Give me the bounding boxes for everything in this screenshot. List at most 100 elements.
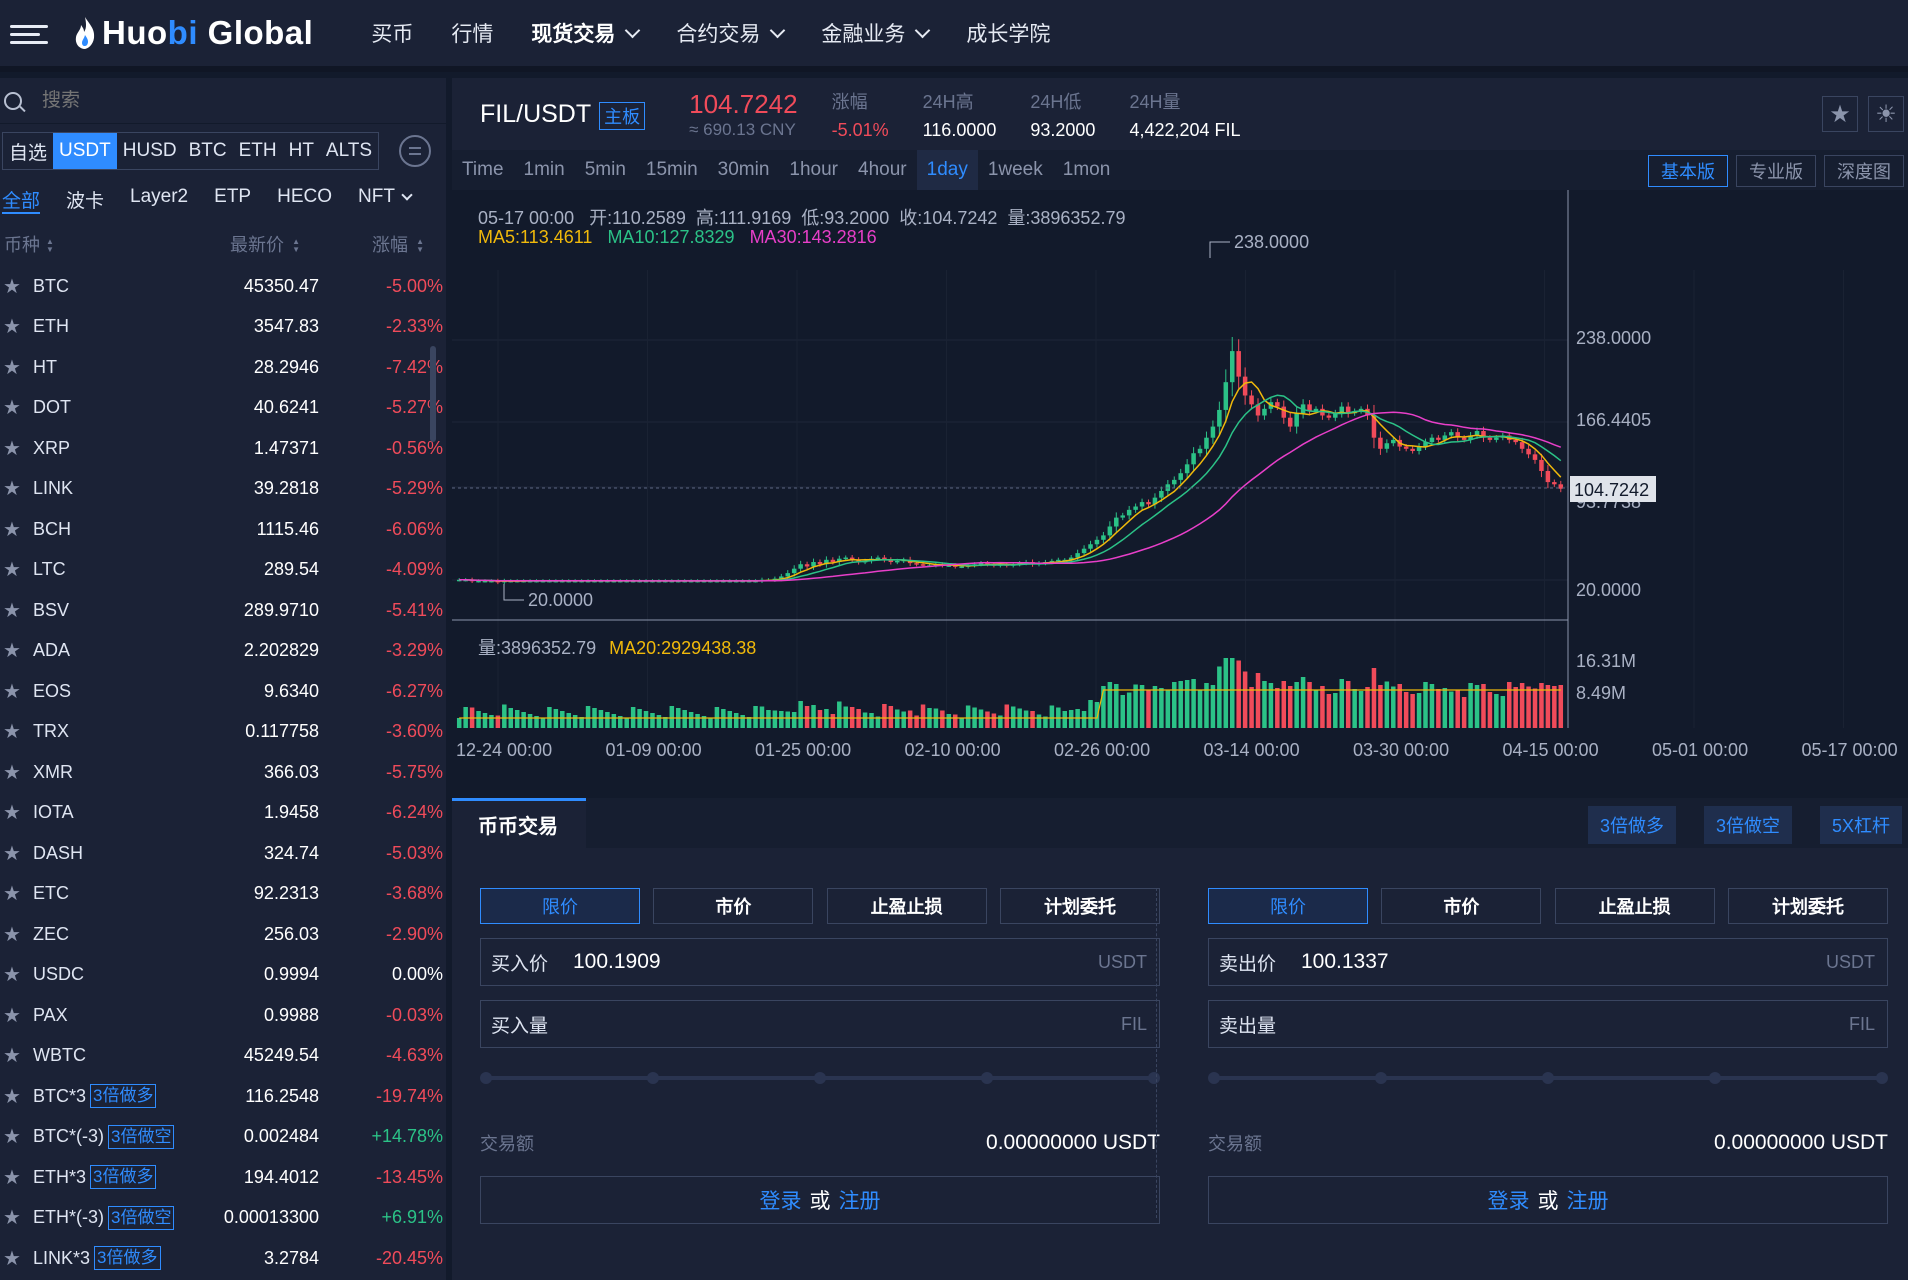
view-button[interactable]: 深度图 (1824, 155, 1904, 187)
sell-amount-field[interactable]: 卖出量 FIL (1208, 1000, 1888, 1048)
list-scrollbar[interactable] (430, 346, 436, 442)
order-type-button[interactable]: 市价 (1381, 888, 1542, 924)
order-type-button[interactable]: 计划委托 (999, 888, 1160, 924)
slider-stop[interactable] (1208, 1072, 1220, 1084)
favorite-star-icon[interactable]: ★ (3, 964, 21, 987)
slider-stop[interactable] (647, 1072, 659, 1084)
period-tab[interactable]: 1day (916, 150, 978, 190)
market-row[interactable]: ★ PAX 0.9988 -0.03% (0, 995, 446, 1036)
market-row[interactable]: ★ XMR 366.03 -5.75% (0, 752, 446, 793)
nav-item[interactable]: 行情 (451, 18, 493, 48)
market-row[interactable]: ★ BCH 1115.46 -6.06% (0, 509, 446, 550)
sell-amount-input[interactable] (1301, 1012, 1721, 1036)
favorite-star-icon[interactable]: ★ (3, 518, 21, 541)
period-tab[interactable]: 30min (717, 159, 770, 180)
slider-stop[interactable] (1542, 1072, 1554, 1084)
order-type-button[interactable]: 限价 (480, 888, 640, 924)
order-type-button[interactable]: 限价 (1208, 888, 1368, 924)
favorite-star-icon[interactable]: ★ (3, 923, 21, 946)
favorite-star-icon[interactable]: ★ (3, 356, 21, 379)
market-row[interactable]: ★ BSV 289.9710 -5.41% (0, 590, 446, 631)
login-link[interactable]: 登录 (1487, 1190, 1530, 1213)
kline-chart[interactable]: 238.0000166.440593.773820.000016.31M8.49… (452, 190, 1908, 790)
pair-name[interactable]: FIL/USDT (480, 99, 592, 128)
nav-item[interactable]: 合约交易 (676, 18, 786, 48)
favorite-star-icon[interactable]: ★ (3, 316, 21, 339)
market-row[interactable]: ★ BTC 45350.47 -5.00% (0, 266, 446, 307)
favorite-star-icon[interactable]: ★ (3, 1085, 21, 1108)
market-row[interactable]: ★ EOS 9.6340 -6.27% (0, 671, 446, 712)
market-row[interactable]: ★ LINK*3 3倍做多 3.2784 -20.45% (0, 1238, 446, 1279)
market-row[interactable]: ★ LINK 39.2818 -5.29% (0, 469, 446, 510)
theme-sun-icon[interactable]: ☀ (1868, 96, 1904, 132)
market-row[interactable]: ★ ETC 92.2313 -3.68% (0, 874, 446, 915)
buy-price-input[interactable] (573, 950, 993, 974)
sort-price[interactable]: 最新价 (190, 231, 300, 257)
sell-price-input[interactable] (1301, 950, 1721, 974)
slider-stop[interactable] (480, 1072, 492, 1084)
sell-price-field[interactable]: 卖出价 USDT (1208, 938, 1888, 986)
period-tab[interactable]: Time (462, 159, 504, 180)
favorite-star-icon[interactable]: ★ (3, 640, 21, 663)
nav-item[interactable]: 成长学院 (966, 18, 1050, 48)
favorite-star-icon[interactable]: ★ (3, 842, 21, 865)
sell-amount-slider[interactable] (1208, 1068, 1888, 1088)
nav-item[interactable]: 金融业务 (821, 18, 931, 48)
buy-price-field[interactable]: 买入价 USDT (480, 938, 1160, 986)
nav-item[interactable]: 买币 (371, 18, 413, 48)
order-type-button[interactable]: 市价 (653, 888, 814, 924)
slider-stop[interactable] (814, 1072, 826, 1084)
category-tab[interactable]: 波卡 (66, 186, 104, 222)
market-row[interactable]: ★ USDC 0.9994 0.00% (0, 955, 446, 996)
buy-amount-field[interactable]: 买入量 FIL (480, 1000, 1160, 1048)
favorite-star-icon[interactable]: ★ (3, 1166, 21, 1189)
category-tab[interactable]: 全部 (2, 186, 41, 214)
view-button[interactable]: 基本版 (1648, 155, 1728, 187)
logo[interactable]: Huo bi Global (74, 14, 313, 52)
period-tab[interactable]: 4hour (858, 159, 907, 180)
order-type-button[interactable]: 止盈止损 (826, 888, 987, 924)
favorite-star-icon[interactable]: ★ (3, 1247, 21, 1270)
buy-login-button[interactable]: 登录或注册 (480, 1176, 1160, 1224)
quote-tab[interactable]: BTC (188, 140, 227, 161)
search-input[interactable] (42, 89, 342, 112)
quote-tab[interactable]: USDT (53, 133, 117, 169)
market-row[interactable]: ★ ZEC 256.03 -2.90% (0, 914, 446, 955)
slider-stop[interactable] (981, 1072, 993, 1084)
favorite-star-icon[interactable]: ★ (3, 275, 21, 298)
favorite-star-icon[interactable]: ★ (3, 1045, 21, 1068)
market-row[interactable]: ★ ADA 2.202829 -3.29% (0, 631, 446, 672)
slider-stop[interactable] (1375, 1072, 1387, 1084)
market-row[interactable]: ★ BTC*3 3倍做多 116.2548 -19.74% (0, 1076, 446, 1117)
market-row[interactable]: ★ ETH 3547.83 -2.33% (0, 307, 446, 348)
market-row[interactable]: ★ LTC 289.54 -4.09% (0, 550, 446, 591)
lever-button[interactable]: 3倍做多 (1587, 806, 1676, 844)
period-tab[interactable]: 1hour (789, 159, 839, 180)
period-tab[interactable]: 1week (987, 159, 1043, 180)
quote-tab[interactable]: HT (288, 140, 314, 161)
quote-tab[interactable]: HUSD (122, 140, 177, 161)
favorite-star-icon[interactable]: ★ (3, 680, 21, 703)
favorite-star-icon[interactable]: ★ (3, 478, 21, 501)
quote-tab[interactable]: 自选 (9, 142, 48, 164)
market-row[interactable]: ★ HT 28.2946 -7.42% (0, 347, 446, 388)
market-row[interactable]: ★ ETH*(-3) 3倍做空 0.00013300 +6.91% (0, 1198, 446, 1239)
register-link[interactable]: 注册 (838, 1190, 881, 1213)
market-row[interactable]: ★ XRP 1.47371 -0.56% (0, 428, 446, 469)
favorite-star-icon[interactable]: ★ (3, 599, 21, 622)
order-type-button[interactable]: 止盈止损 (1554, 888, 1715, 924)
favorite-star-icon[interactable]: ★ (3, 802, 21, 825)
favorite-star-icon[interactable]: ★ (3, 397, 21, 420)
lever-button[interactable]: 5X杠杆 (1819, 806, 1902, 844)
buy-amount-input[interactable] (573, 1012, 993, 1036)
favorite-star-icon[interactable]: ★ (3, 883, 21, 906)
market-row[interactable]: ★ BTC*(-3) 3倍做空 0.002484 +14.78% (0, 1117, 446, 1158)
sort-symbol[interactable]: 币种 (0, 231, 190, 257)
favorite-star-icon[interactable]: ★ (3, 559, 21, 582)
sort-change[interactable]: 涨幅 (300, 231, 424, 257)
favorite-star-icon[interactable]: ★ (3, 1004, 21, 1027)
quote-tab[interactable]: ETH (238, 140, 277, 161)
nav-item[interactable]: 现货交易 (531, 18, 641, 48)
category-tab[interactable]: NFT (358, 186, 413, 222)
period-tab[interactable]: 1mon (1062, 159, 1111, 180)
